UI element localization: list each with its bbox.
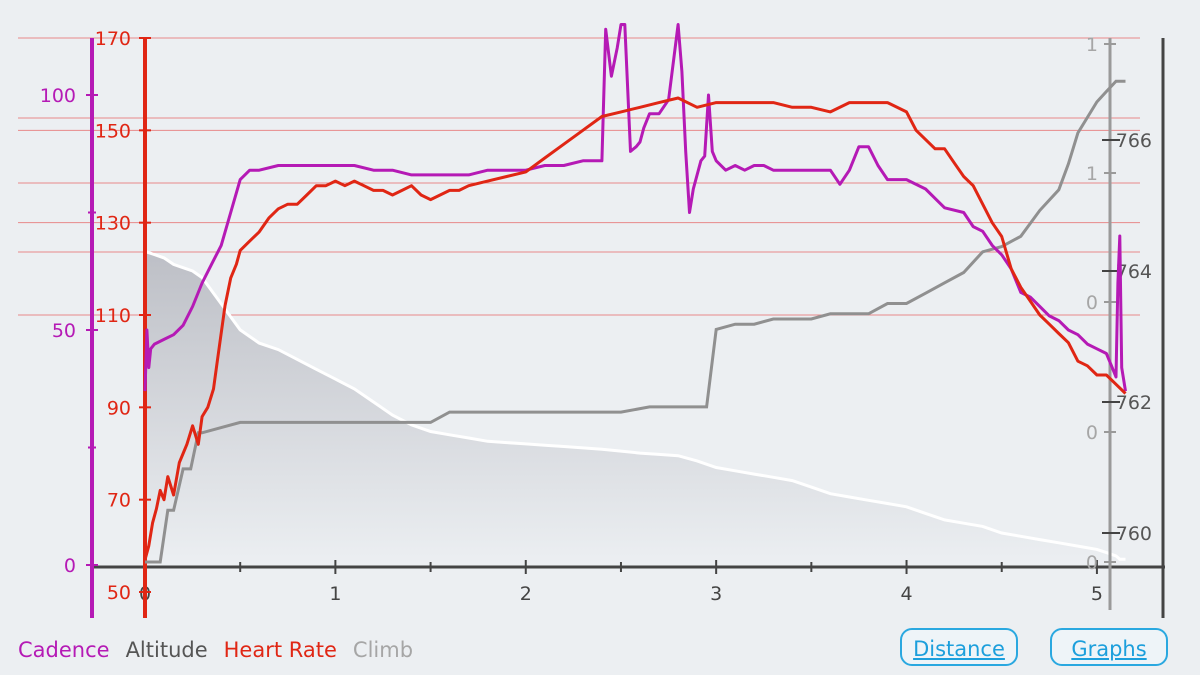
climb-tick-label: 0 <box>1086 292 1098 314</box>
x-tick-label: 1 <box>329 583 341 605</box>
altitude-line <box>144 249 1126 561</box>
heart-rate-tick-label: 150 <box>95 120 131 142</box>
distance-button[interactable]: Distance <box>900 628 1018 666</box>
climb-tick-label: 1 <box>1086 34 1098 56</box>
altitude-area <box>145 251 1126 565</box>
x-tick-label: 4 <box>900 583 912 605</box>
legend-heart-rate[interactable]: Heart Rate <box>223 638 337 662</box>
legend-cadence[interactable]: Cadence <box>18 638 110 662</box>
climb-tick-label: 0 <box>1086 422 1098 444</box>
heart-rate-tick-label: 70 <box>107 490 131 512</box>
x-tick-label: 2 <box>520 583 532 605</box>
heart-rate-line <box>143 96 1127 561</box>
heart-rate-tick-label: 50 <box>107 582 131 604</box>
cadence-line <box>143 23 1127 392</box>
legend: Cadence Altitude Heart Rate Climb <box>18 638 413 662</box>
climb-tick-label: 0 <box>1086 552 1098 574</box>
altitude-tick-label: 762 <box>1116 392 1152 414</box>
climb-tick-label: 1 <box>1086 163 1098 185</box>
x-tick-label: 3 <box>710 583 722 605</box>
cadence-tick-label: 0 <box>64 555 76 577</box>
graphs-button[interactable]: Graphs <box>1050 628 1168 666</box>
heart-rate-tick-label: 90 <box>107 397 131 419</box>
legend-altitude[interactable]: Altitude <box>125 638 208 662</box>
heart-rate-tick-label: 130 <box>95 213 131 235</box>
altitude-tick-label: 766 <box>1116 130 1152 152</box>
legend-climb[interactable]: Climb <box>352 638 414 662</box>
chart: 0123450001176076276476605010050709011013… <box>18 23 1165 618</box>
climb-line <box>145 79 1126 564</box>
cadence-tick-label: 100 <box>40 85 76 107</box>
x-tick-label: 5 <box>1091 583 1103 605</box>
heart-rate-tick-label: 110 <box>95 305 131 327</box>
altitude-tick-label: 764 <box>1116 261 1152 283</box>
altitude-tick-label: 760 <box>1116 523 1152 545</box>
heart-rate-tick-label: 170 <box>95 28 131 50</box>
cadence-tick-label: 50 <box>52 320 76 342</box>
